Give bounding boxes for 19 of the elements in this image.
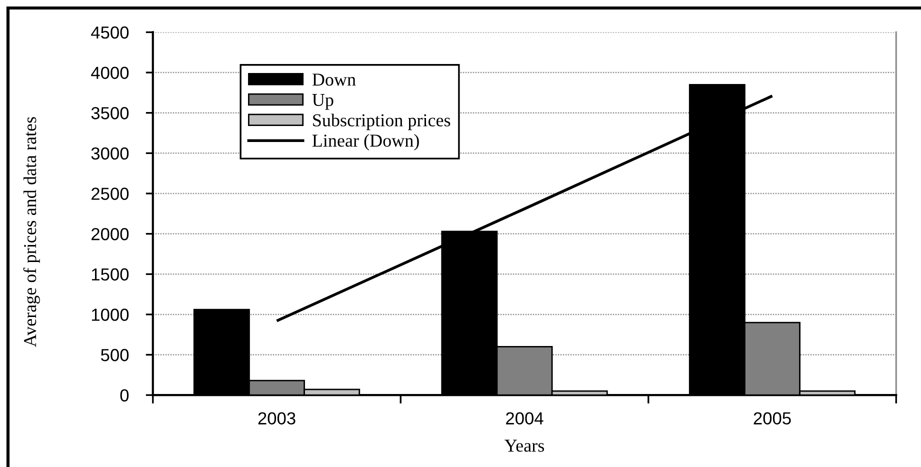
y-tick-label: 2500 [92,188,129,200]
legend-label: Linear (Down) [312,134,419,150]
x-axis-title: Years [504,440,544,452]
y-tick-label: 1500 [92,268,129,281]
x-tick-label: 2004 [506,412,544,424]
y-tick-label: 500 [101,348,129,362]
y-tick-label: 4500 [91,26,129,39]
y-tick-label: 0 [120,389,129,402]
x-tick-label: 2005 [754,412,791,424]
x-tick-label: 2003 [258,412,296,424]
legend-label: Subscription prices [313,114,450,130]
legend-label: Down [312,74,356,86]
y-tick-label: 4000 [91,66,129,79]
y-tick-label: 2000 [92,228,129,240]
y-tick-label: 3000 [91,147,129,160]
y-tick-label: 1000 [92,308,129,321]
y-tick-label: 3500 [91,107,129,120]
legend-label: Up [312,94,334,110]
y-axis-title: Average of prices and data rates [23,117,40,348]
